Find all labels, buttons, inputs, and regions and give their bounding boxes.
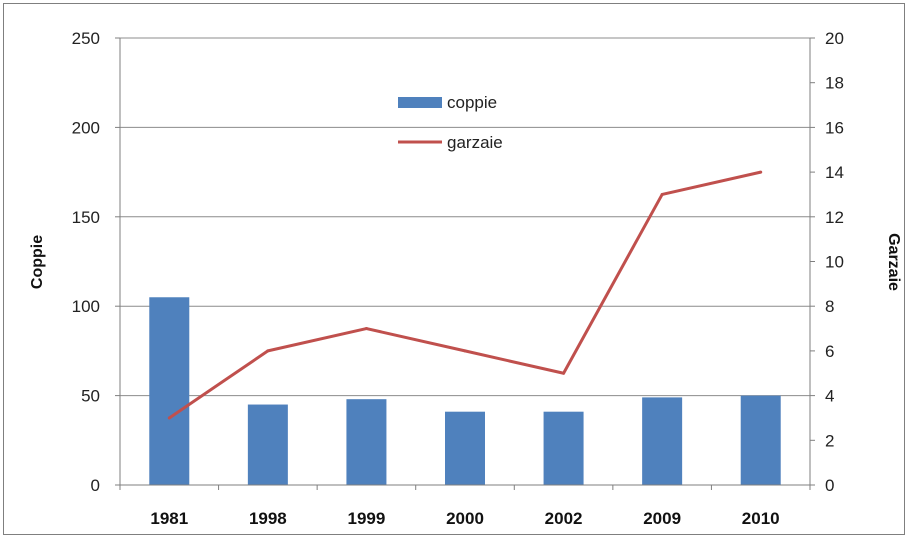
axes	[115, 37, 815, 490]
y-left-tick-label: 0	[91, 476, 100, 495]
y-axis-right-title: Garzaie	[885, 233, 902, 291]
y-axis-left-title: Coppie	[29, 235, 46, 289]
bar-series-coppie	[149, 297, 781, 485]
x-tick-label: 2000	[446, 509, 484, 528]
y-right-tick-label: 8	[825, 297, 834, 316]
legend-swatch-coppie	[398, 97, 442, 108]
y-right-tick-label: 0	[825, 476, 834, 495]
x-tick-label: 1981	[150, 509, 188, 528]
legend: coppie garzaie	[398, 93, 503, 152]
y-left-tick-label: 150	[72, 208, 100, 227]
y-right-tick-label: 18	[825, 74, 844, 93]
point-garzaie-2002	[562, 371, 566, 375]
line-garzaie	[168, 170, 762, 420]
point-garzaie-1981	[167, 416, 171, 420]
x-tick-label: 2009	[643, 509, 681, 528]
gridlines	[120, 37, 810, 397]
point-garzaie-2009	[660, 192, 664, 196]
y-left-tick-label: 100	[72, 297, 100, 316]
legend-label-garzaie: garzaie	[447, 133, 503, 152]
point-garzaie-2000	[463, 349, 467, 353]
y-right-tick-label: 12	[825, 208, 844, 227]
bar-coppie-1998	[247, 404, 288, 485]
x-tick-label: 1998	[249, 509, 287, 528]
y-right-tick-label: 6	[825, 342, 834, 361]
tick-labels: 0 50 100 150 200 250 0 2 4 6 8 10 12 14 16 18 20 1981 1998…	[72, 29, 844, 528]
y-right-tick-label: 2	[825, 431, 834, 450]
y-left-tick-label: 50	[81, 387, 100, 406]
y-right-tick-label: 10	[825, 253, 844, 272]
y-right-tick-label: 4	[825, 387, 834, 406]
bar-coppie-2009	[642, 397, 683, 485]
bar-coppie-2000	[445, 411, 485, 485]
bar-coppie-1981	[149, 297, 190, 485]
x-tick-label: 2002	[545, 509, 583, 528]
point-garzaie-2010	[759, 170, 763, 174]
x-tick-label: 2010	[742, 509, 780, 528]
y-right-tick-label: 20	[825, 29, 844, 48]
line-series-garzaie	[167, 170, 763, 420]
legend-label-coppie: coppie	[447, 93, 497, 112]
point-garzaie-1999	[364, 327, 368, 331]
y-right-tick-label: 14	[825, 163, 844, 182]
y-right-tick-label: 16	[825, 118, 844, 137]
bar-coppie-2002	[543, 411, 584, 485]
point-garzaie-1998	[266, 349, 270, 353]
y-left-tick-label: 250	[72, 29, 100, 48]
bar-coppie-2010	[740, 395, 781, 485]
bar-coppie-1999	[346, 399, 387, 485]
y-left-tick-label: 200	[72, 118, 100, 137]
x-tick-label: 1999	[348, 509, 386, 528]
